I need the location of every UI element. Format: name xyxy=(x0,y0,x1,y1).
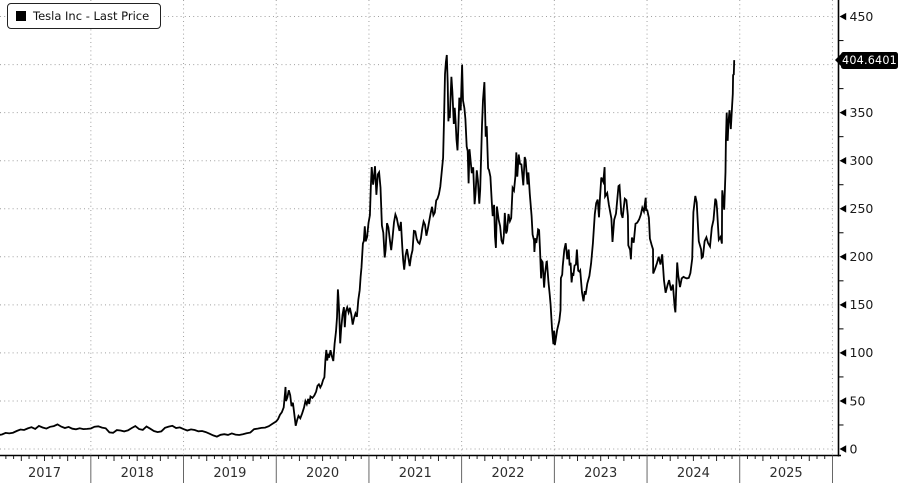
last-price-value: 404.6401 xyxy=(842,53,897,67)
y-axis-tick-label: 300 xyxy=(850,153,874,168)
x-axis-year-label: 2020 xyxy=(306,466,339,481)
axes: 0501001502002503003504004502017201820192… xyxy=(0,0,873,483)
y-tick-arrow-icon xyxy=(839,349,847,357)
y-axis-tick-label: 150 xyxy=(850,297,874,312)
y-tick-arrow-icon xyxy=(839,253,847,261)
legend[interactable]: Tesla Inc - Last Price xyxy=(7,3,162,29)
y-axis-tick-label: 350 xyxy=(850,105,874,120)
y-axis-tick-label: 100 xyxy=(850,345,874,360)
gridlines xyxy=(0,0,836,454)
x-axis-year-label: 2024 xyxy=(677,466,710,481)
x-axis-year-label: 2022 xyxy=(491,466,524,481)
x-axis-year-label: 2017 xyxy=(28,466,61,481)
y-axis-tick-label: 0 xyxy=(850,441,858,456)
legend-series-label: Tesla Inc - Last Price xyxy=(33,9,150,23)
y-tick-arrow-icon xyxy=(839,445,847,453)
y-axis-tick-label: 450 xyxy=(850,9,874,24)
x-axis-year-label: 2025 xyxy=(770,466,803,481)
x-axis-year-label: 2021 xyxy=(399,466,432,481)
y-tick-arrow-icon xyxy=(839,108,847,117)
x-axis-year-label: 2018 xyxy=(121,466,154,481)
y-tick-arrow-icon xyxy=(839,157,847,165)
y-tick-arrow-icon xyxy=(839,205,847,213)
x-axis-year-label: 2023 xyxy=(584,466,617,481)
x-axis-year-label: 2019 xyxy=(213,466,246,481)
y-tick-arrow-icon xyxy=(839,397,847,405)
y-axis-tick-label: 50 xyxy=(850,393,866,408)
tesla-price-line xyxy=(0,54,736,438)
legend-series-marker xyxy=(16,11,26,21)
y-tick-arrow-icon xyxy=(839,12,847,21)
last-price-tag: 404.6401 xyxy=(834,51,898,69)
y-axis-tick-label: 250 xyxy=(850,201,874,216)
y-axis-tick-label: 200 xyxy=(850,249,874,264)
price-tag-arrow-icon xyxy=(834,53,841,66)
y-tick-arrow-icon xyxy=(839,301,847,309)
